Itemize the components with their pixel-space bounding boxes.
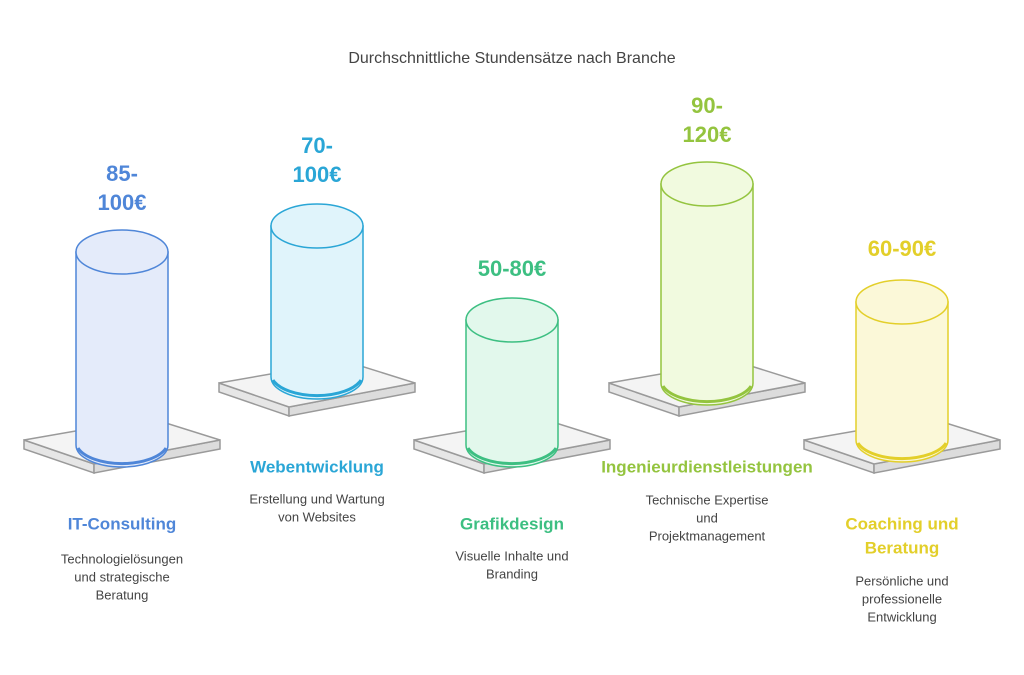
cylinder-base bbox=[76, 447, 168, 466]
value-label: 100€ bbox=[293, 162, 342, 187]
category-name: IT-Consulting bbox=[68, 514, 177, 533]
cylinder-top bbox=[855, 279, 949, 325]
description: Branding bbox=[486, 566, 538, 581]
description: Projektmanagement bbox=[649, 528, 766, 543]
value-label: 50-80€ bbox=[478, 256, 547, 281]
description: Visuelle Inhalte und bbox=[455, 548, 568, 563]
description: Technische Expertise bbox=[646, 492, 769, 507]
cylinder-body bbox=[270, 225, 364, 400]
cylinder-top bbox=[660, 161, 754, 207]
cylinder-body bbox=[855, 301, 949, 463]
value-label: 90- bbox=[691, 93, 723, 118]
category-name: Coaching und bbox=[845, 514, 958, 533]
description: professionelle bbox=[862, 591, 942, 606]
cylinder-top bbox=[270, 203, 364, 249]
cylinder-body bbox=[75, 251, 169, 468]
title: Durchschnittliche Stundensätze nach Bran… bbox=[348, 50, 675, 67]
category-name: Beratung bbox=[865, 538, 940, 557]
cylinder-base bbox=[661, 385, 753, 404]
value-label: 100€ bbox=[98, 190, 147, 215]
description: Erstellung und Wartung bbox=[249, 491, 384, 506]
value-label: 85- bbox=[106, 161, 138, 186]
category-name: Ingenieurdienstleistungen bbox=[601, 457, 813, 476]
description: von Websites bbox=[278, 509, 356, 524]
description: Entwicklung bbox=[867, 609, 936, 624]
cylinder-top bbox=[465, 297, 559, 343]
description: Technologielösungen bbox=[61, 551, 183, 566]
description: Beratung bbox=[96, 587, 149, 602]
description: und bbox=[696, 510, 718, 525]
category-name: Webentwicklung bbox=[250, 457, 384, 476]
cylinder-base bbox=[856, 442, 948, 461]
cylinder-top bbox=[75, 229, 169, 275]
cylinder-body bbox=[660, 183, 754, 406]
value-label: 60-90€ bbox=[868, 236, 937, 261]
category-name: Grafikdesign bbox=[460, 514, 564, 533]
description: Persönliche und bbox=[855, 573, 948, 588]
cylinder-body bbox=[465, 319, 559, 468]
description: und strategische bbox=[74, 569, 169, 584]
value-label: 120€ bbox=[683, 122, 732, 147]
value-label: 70- bbox=[301, 133, 333, 158]
cylinder-base bbox=[271, 379, 363, 398]
cylinder-base bbox=[466, 447, 558, 466]
